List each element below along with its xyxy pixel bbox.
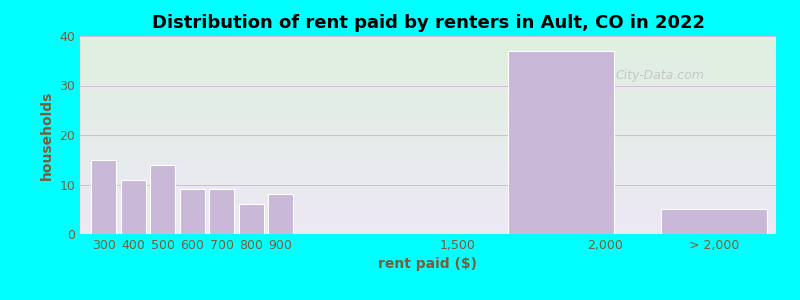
Bar (268, 194, 293, 234)
Bar (209, 190, 234, 234)
Title: Distribution of rent paid by renters in Ault, CO in 2022: Distribution of rent paid by renters in … (151, 14, 705, 32)
Bar (238, 204, 263, 234)
Text: City-Data.com: City-Data.com (616, 69, 705, 82)
Bar (179, 190, 205, 234)
Bar (150, 165, 175, 234)
X-axis label: rent paid ($): rent paid ($) (378, 257, 478, 272)
Bar (121, 179, 146, 234)
Bar (508, 51, 614, 234)
Bar (661, 209, 767, 234)
Bar (91, 160, 116, 234)
Y-axis label: households: households (40, 90, 54, 180)
